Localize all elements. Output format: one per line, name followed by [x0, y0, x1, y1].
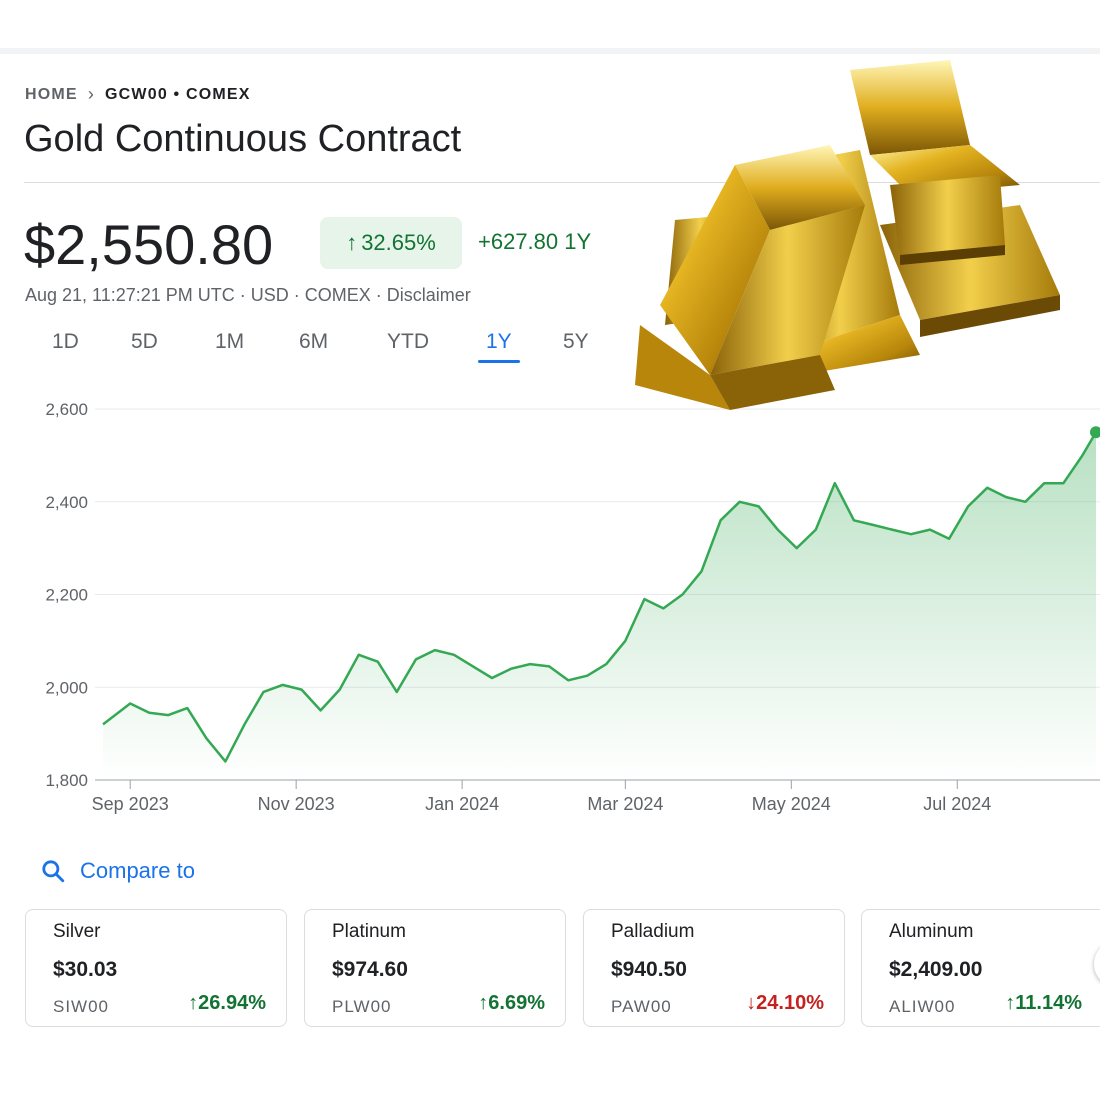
card-value: $2,409.00	[889, 958, 983, 981]
compare-to-label: Compare to	[80, 858, 195, 883]
compare-card-palladium[interactable]: Palladium $940.50 PAW00 ↓24.10%	[583, 909, 845, 1027]
breadcrumb-symbol: GCW00 • COMEX	[105, 85, 251, 103]
current-price: $2,550.80	[24, 213, 274, 276]
compare-card-silver[interactable]: Silver $30.03 SIW00 ↑26.94%	[25, 909, 287, 1027]
card-change: ↑11.14%	[1005, 992, 1082, 1015]
y-tick-label: 2,000	[45, 678, 88, 697]
absolute-change: +627.80 1Y	[478, 229, 592, 254]
card-symbol: SIW00	[53, 997, 110, 1016]
arrow-up-icon: ↑	[478, 992, 489, 1014]
breadcrumb-home[interactable]: HOME	[25, 85, 78, 103]
breadcrumb: HOME › GCW00 • COMEX	[25, 84, 251, 105]
y-tick-label: 1,800	[45, 771, 88, 790]
scroll-right-button[interactable]	[1094, 942, 1100, 986]
y-tick-label: 2,600	[45, 400, 88, 419]
x-tick-label: Mar 2024	[587, 794, 663, 814]
card-change: ↓24.10%	[746, 992, 824, 1015]
tab-ytd[interactable]: YTD	[387, 330, 429, 353]
card-symbol: ALIW00	[889, 997, 956, 1016]
compare-card-aluminum[interactable]: Aluminum $2,409.00 ALIW00 ↑11.14%	[861, 909, 1100, 1027]
y-tick-label: 2,200	[45, 586, 88, 605]
arrow-down-icon: ↓	[746, 992, 757, 1014]
card-value: $974.60	[332, 958, 408, 981]
quote-meta: Aug 21, 11:27:21 PM UTC · USD · COMEX · …	[25, 285, 471, 305]
card-change-value: 6.69%	[488, 992, 545, 1014]
gold-bars-image	[635, 60, 1060, 410]
x-tick-label: Sep 2023	[92, 794, 169, 814]
arrow-up-icon: ↑	[346, 230, 358, 255]
card-value: $940.50	[611, 958, 687, 981]
card-change-value: 11.14%	[1015, 992, 1082, 1014]
tab-6m[interactable]: 6M	[299, 330, 329, 353]
x-tick-label: Jul 2024	[923, 794, 991, 814]
card-change-value: 26.94%	[198, 992, 266, 1014]
percent-change-badge: ↑ 32.65%	[320, 217, 462, 269]
arrow-up-icon: ↑	[1005, 992, 1016, 1014]
card-value: $30.03	[53, 958, 118, 981]
percent-change-value: 32.65%	[361, 230, 436, 255]
x-tick-label: Nov 2023	[258, 794, 335, 814]
card-change: ↑26.94%	[188, 992, 266, 1015]
top-strip	[0, 0, 1100, 54]
x-tick-label: Jan 2024	[425, 794, 499, 814]
price-area	[103, 432, 1096, 780]
compare-to-button[interactable]: Compare to	[40, 858, 195, 884]
y-tick-label: 2,400	[45, 493, 88, 512]
tab-5d[interactable]: 5D	[131, 330, 158, 353]
tab-5y[interactable]: 5Y	[563, 330, 589, 353]
compare-card-platinum[interactable]: Platinum $974.60 PLW00 ↑6.69%	[304, 909, 566, 1027]
card-change-value: 24.10%	[756, 992, 824, 1014]
card-name: Palladium	[611, 921, 695, 942]
arrow-up-icon: ↑	[188, 992, 199, 1014]
page-title: Gold Continuous Contract	[24, 118, 462, 160]
tab-1m[interactable]: 1M	[215, 330, 245, 353]
tab-1y[interactable]: 1Y	[478, 330, 520, 363]
card-symbol: PAW00	[611, 997, 672, 1016]
current-price-dot	[1090, 426, 1100, 439]
card-change: ↑6.69%	[478, 992, 545, 1015]
search-icon	[42, 860, 65, 883]
card-name: Aluminum	[889, 921, 974, 942]
card-symbol: PLW00	[332, 997, 392, 1016]
x-tick-label: May 2024	[752, 794, 831, 814]
divider	[24, 182, 1100, 183]
chevron-right-icon: ›	[87, 84, 96, 104]
card-name: Silver	[53, 921, 101, 942]
card-name: Platinum	[332, 921, 406, 942]
price-line	[102, 431, 1098, 763]
tab-1d[interactable]: 1D	[52, 330, 79, 353]
